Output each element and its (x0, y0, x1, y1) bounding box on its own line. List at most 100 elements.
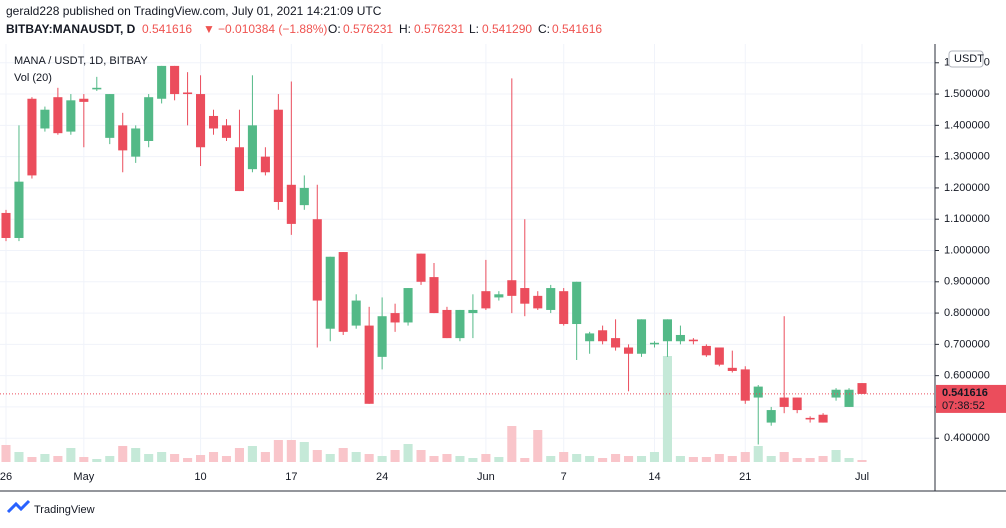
candle-body (1, 212, 11, 238)
volume-bar (183, 458, 193, 462)
candle-body (234, 147, 244, 192)
volume-bar (857, 460, 867, 462)
volume-bar (533, 430, 543, 462)
header-o: 0.576231 (343, 22, 393, 36)
volume-bar (494, 457, 504, 462)
candle-body (299, 187, 309, 206)
y-tick-label: 0.800000 (944, 307, 990, 319)
candle-body (818, 414, 828, 423)
x-tick-label: 10 (194, 471, 206, 483)
volume-bar (351, 452, 361, 462)
candle-body (649, 342, 660, 345)
volume-bar (247, 446, 257, 462)
volume-bar (611, 454, 621, 462)
volume-bar (649, 452, 660, 462)
y-tick-label: 1.400000 (944, 119, 990, 131)
volume-bar (636, 456, 647, 462)
header-arrow: ▼ (203, 22, 215, 36)
volume-bar (727, 456, 737, 462)
volume-bar (118, 446, 128, 462)
volume-bar (572, 454, 582, 462)
candle-body (66, 100, 76, 132)
candle-body (338, 252, 348, 332)
candle-body (131, 128, 141, 157)
x-tick-label: 26 (0, 471, 12, 483)
volume-bar (377, 456, 387, 462)
volume-bar (66, 448, 76, 462)
volume-bar (831, 450, 841, 462)
volume-bar (416, 450, 426, 462)
candle-body (624, 347, 634, 354)
candle-body (325, 256, 335, 329)
volume-bar (170, 454, 180, 462)
y-tick-label: 1.200000 (944, 182, 990, 194)
candle-body (455, 309, 465, 339)
x-tick-label: 17 (285, 471, 297, 483)
candle-body (779, 397, 789, 407)
volume-bar (221, 456, 232, 462)
volume-bar (429, 456, 439, 462)
candle-body (286, 184, 296, 224)
currency-label: USDT (954, 53, 984, 65)
countdown-label: 07:38:52 (942, 400, 985, 412)
volume-bar (325, 454, 335, 462)
volume-bar (662, 356, 672, 462)
published-line: gerald228 published on TradingView.com, … (6, 4, 382, 18)
candle-body (312, 219, 322, 301)
volume-bar (805, 458, 815, 462)
candle-body (507, 280, 517, 296)
currency-box (948, 50, 984, 68)
candle-body (429, 277, 439, 314)
x-tick-label: 24 (376, 471, 388, 483)
candle-body (144, 97, 154, 141)
last-price-tag (936, 384, 1006, 413)
candle-body (546, 288, 556, 310)
y-tick-label: 1.000000 (944, 244, 990, 256)
volume-bar (157, 452, 167, 462)
candle-body (559, 291, 569, 325)
candle-body (662, 319, 672, 342)
candle-body (727, 367, 737, 371)
candle-body (805, 417, 815, 420)
x-tick-label: Jun (477, 471, 495, 483)
y-tick-label: 0.400000 (944, 432, 990, 444)
volume-bar (598, 458, 608, 462)
volume-bar (714, 454, 724, 462)
volume-bar (481, 454, 491, 462)
candle-body (196, 94, 206, 148)
volume-bar (105, 456, 115, 462)
volume-bar (144, 454, 154, 462)
candle-body (766, 410, 776, 423)
candle-body (701, 345, 711, 356)
candle-body (442, 309, 452, 339)
volume-bar (468, 458, 478, 462)
x-tick-label: 21 (739, 471, 751, 483)
volume-bar (299, 442, 309, 462)
candle-body (377, 316, 387, 357)
volume-bar (403, 444, 413, 462)
volume-bar (766, 456, 776, 462)
volume-bar (624, 456, 634, 462)
candle-body (221, 125, 232, 138)
header-o-label: O: (328, 22, 341, 36)
candle-body (364, 325, 374, 404)
volume-bar (14, 452, 24, 462)
volume-bar (844, 458, 854, 462)
volume-bar (792, 458, 802, 462)
candle-body (494, 294, 504, 298)
candle-body (520, 288, 530, 304)
volume-bar (520, 458, 530, 462)
candle-body (79, 98, 89, 102)
x-tick-label: May (73, 471, 94, 483)
candle-body (533, 295, 543, 309)
candle-body (675, 334, 685, 342)
candle-body (260, 156, 270, 173)
candle-body (40, 109, 50, 129)
candle-body (468, 309, 478, 314)
candle-body (792, 397, 802, 411)
volume-bar (27, 457, 37, 462)
volume-bar (196, 455, 206, 462)
candle-body (118, 125, 128, 151)
candle-body (572, 281, 582, 325)
volume-bar (364, 454, 374, 462)
